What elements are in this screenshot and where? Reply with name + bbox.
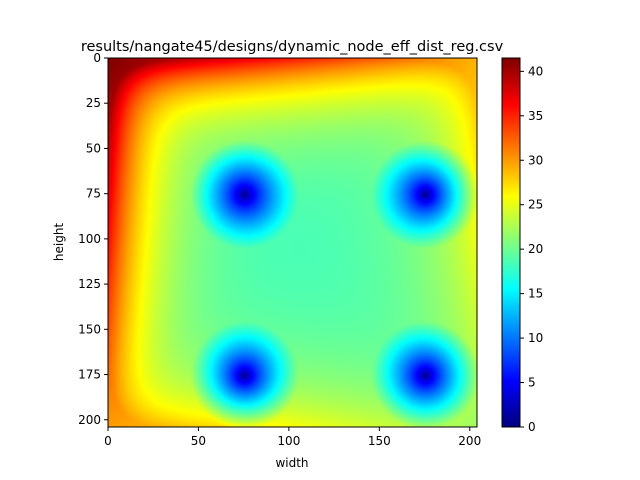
x-tick-label: 0 (104, 434, 112, 448)
colorbar-ticks: 0 5 10 15 20 25 30 35 40 (520, 64, 543, 434)
y-tick-label: 50 (86, 141, 101, 155)
x-axis: 0 50 100 150 200 (104, 427, 481, 448)
x-tick-label: 200 (458, 434, 481, 448)
colorbar: 0 5 10 15 20 25 30 35 40 (501, 57, 543, 434)
colorbar-tick-label: 25 (528, 198, 543, 212)
chart-title: results/nangate45/designs/dynamic_node_e… (81, 39, 504, 55)
y-tick-label: 175 (78, 368, 101, 382)
colorbar-tick-label: 15 (528, 287, 543, 301)
colorbar-tick-label: 30 (528, 153, 543, 167)
heatmap-plot (107, 57, 478, 428)
y-tick-label: 0 (93, 51, 101, 65)
colorbar-tick-label: 0 (528, 420, 536, 434)
colorbar-gradient (501, 57, 521, 428)
y-tick-label: 150 (78, 322, 101, 336)
x-tick-label: 100 (277, 434, 300, 448)
y-tick-label: 100 (78, 232, 101, 246)
colorbar-tick-label: 5 (528, 376, 536, 390)
y-axis-label: height (52, 223, 66, 262)
y-tick-label: 125 (78, 277, 101, 291)
y-tick-label: 200 (78, 413, 101, 427)
plot-frame (107, 57, 478, 428)
x-tick-label: 50 (191, 434, 206, 448)
x-axis-label: width (275, 456, 308, 470)
colorbar-tick-label: 40 (528, 64, 543, 78)
x-tick-label: 150 (368, 434, 391, 448)
colorbar-tick-label: 20 (528, 242, 543, 256)
y-tick-label: 25 (86, 96, 101, 110)
y-axis: 0 25 50 75 100 125 150 175 200 (78, 51, 108, 427)
y-tick-label: 75 (86, 187, 101, 201)
colorbar-tick-label: 35 (528, 109, 543, 123)
colorbar-tick-label: 10 (528, 331, 543, 345)
heatmap-image (108, 58, 477, 427)
